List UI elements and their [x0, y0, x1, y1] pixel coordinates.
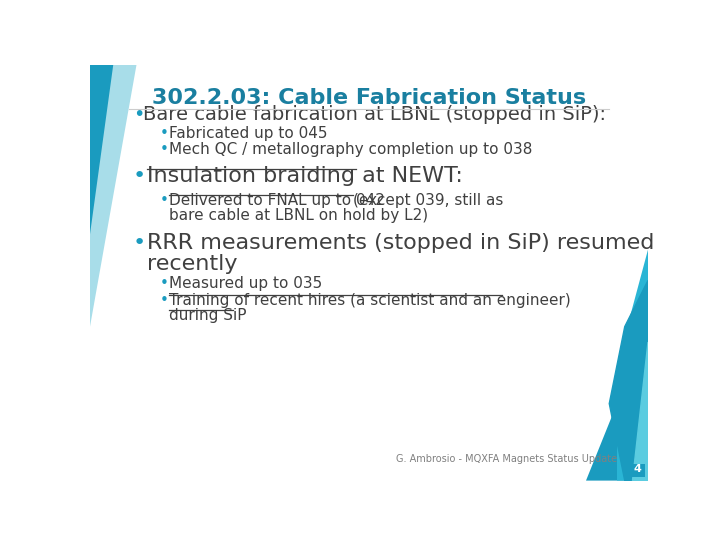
- Text: Fabricated up to 045: Fabricated up to 045: [169, 126, 328, 141]
- Text: •: •: [160, 126, 168, 141]
- Text: •: •: [160, 293, 168, 308]
- Text: •: •: [132, 105, 144, 124]
- Text: RRR measurements (stopped in SiP) resumed: RRR measurements (stopped in SiP) resume…: [147, 233, 654, 253]
- Text: Delivered to FNAL up to 042: Delivered to FNAL up to 042: [169, 193, 390, 207]
- Polygon shape: [632, 342, 648, 481]
- Polygon shape: [586, 327, 648, 481]
- Text: Bare cable fabrication at LBNL (stopped in SiP):: Bare cable fabrication at LBNL (stopped …: [143, 105, 606, 124]
- Text: •: •: [132, 233, 146, 253]
- Polygon shape: [90, 65, 113, 234]
- Text: Mech QC / metallography completion up to 038: Mech QC / metallography completion up to…: [169, 142, 532, 157]
- Text: •: •: [160, 142, 168, 157]
- Text: recently: recently: [147, 254, 237, 274]
- Text: Insulation braiding at NEWT:: Insulation braiding at NEWT:: [147, 166, 462, 186]
- Polygon shape: [609, 280, 648, 481]
- Text: G. Ambrosio - MQXFA Magnets Status Update: G. Ambrosio - MQXFA Magnets Status Updat…: [396, 454, 617, 464]
- Text: •: •: [160, 276, 168, 291]
- Text: (except 039, still as: (except 039, still as: [353, 193, 503, 207]
- Text: during SiP: during SiP: [169, 308, 246, 323]
- Text: Training of recent hires (a scientist and an engineer): Training of recent hires (a scientist an…: [169, 293, 571, 308]
- Polygon shape: [617, 249, 648, 481]
- Text: 302.2.03: Cable Fabrication Status: 302.2.03: Cable Fabrication Status: [152, 88, 586, 108]
- Text: Measured up to 035: Measured up to 035: [169, 276, 323, 291]
- Text: bare cable at LBNL on hold by L2): bare cable at LBNL on hold by L2): [169, 208, 428, 223]
- Polygon shape: [90, 65, 137, 327]
- Text: 4: 4: [634, 464, 642, 475]
- Text: •: •: [160, 193, 168, 207]
- FancyBboxPatch shape: [631, 464, 645, 477]
- Text: •: •: [132, 166, 146, 186]
